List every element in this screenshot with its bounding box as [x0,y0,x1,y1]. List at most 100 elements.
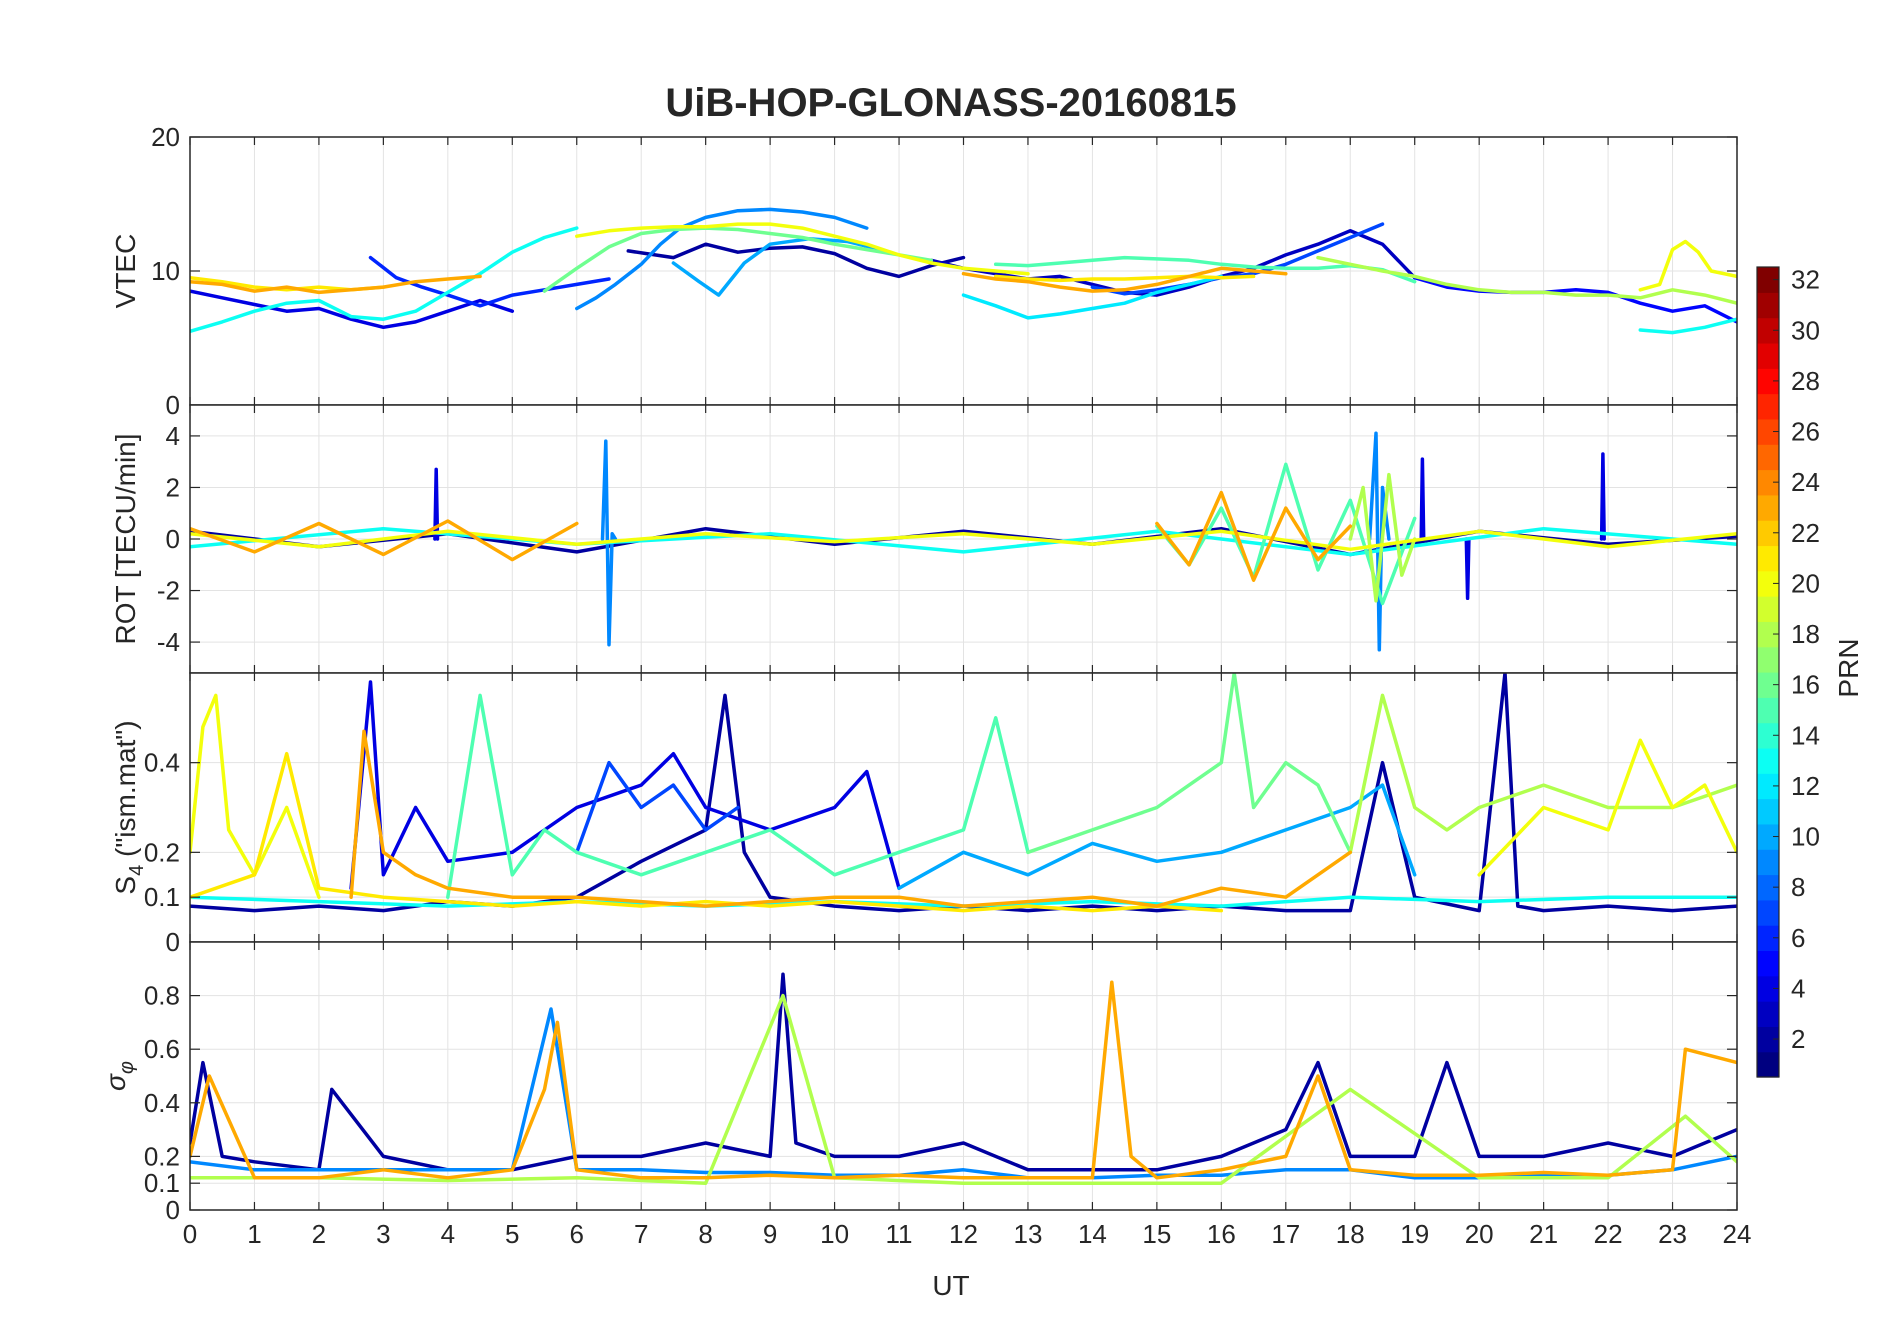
x-tick-label: 1 [247,1219,261,1249]
colorbar-segment [1757,317,1779,344]
y-tick-label: 10 [151,256,180,286]
series-line-prn-20 [190,529,1737,552]
x-tick-label: 18 [1336,1219,1365,1249]
colorbar-segment [1757,418,1779,445]
colorbar-segment [1757,267,1779,293]
panel-sigma_phi: 00.10.2 0.4 0.6 0.8 σφ [100,941,1738,1225]
x-tick-label: 20 [1465,1219,1494,1249]
colorbar-tick-label: 6 [1791,923,1805,953]
colorbar-segment [1757,798,1779,825]
colorbar-tick-label: 24 [1791,467,1820,497]
y-axis-label-main: S [110,876,141,895]
colorbar-segment [1757,950,1779,977]
x-tick-label: 22 [1594,1219,1623,1249]
y-tick-label: 20 [151,122,180,152]
x-tick-label: 4 [441,1219,455,1249]
colorbar-segment [1757,545,1779,572]
x-tick-label: 23 [1658,1219,1687,1249]
colorbar-tick-label: 4 [1791,973,1805,1003]
colorbar-segment [1757,672,1779,698]
series-line-prn-10 [671,237,888,297]
y-axis-label-sub: 4 [126,865,148,876]
colorbar-segment [1757,596,1779,622]
colorbar-segment [1757,646,1779,673]
y-tick-label: 0.4 [144,1088,180,1118]
colorbar-segment [1757,697,1779,724]
chart-title: UiB-HOP-GLONASS-20160815 [665,81,1236,125]
y-tick-label: 4 [166,421,180,451]
series-line-prn-10 [897,783,1417,890]
colorbar-segment [1757,520,1779,547]
x-tick-label: 21 [1529,1219,1558,1249]
colorbar-segment [1757,469,1779,496]
series-line-prn-20 [1638,239,1737,292]
series-group [190,431,1737,652]
x-tick-label: 16 [1207,1219,1236,1249]
series-line-prn-13 [190,526,1737,557]
series-line-prn-16 [1026,673,1353,855]
colorbar-tick-label: 22 [1791,518,1820,548]
series-line-prn-9 [190,1007,1737,1180]
series-line-prn-23 [190,274,482,295]
y-tick-label: 0.4 [144,748,180,778]
series-line-prn-18 [1348,693,1737,855]
colorbar-segment [1757,1001,1779,1027]
y-tick-label: 0.1 [144,1168,180,1198]
y-tick-label: 0.8 [144,981,180,1011]
x-tick-label: 3 [376,1219,390,1249]
x-tick-label: 14 [1078,1219,1107,1249]
colorbar-segment [1757,292,1779,319]
colorbar-tick-label: 18 [1791,619,1820,649]
series-line-prn-23 [349,729,1353,908]
y-tick-label: 0 [166,524,180,554]
colorbar-segment [1757,722,1779,749]
colorbar-tick-label: 2 [1791,1024,1805,1054]
series-line-prn-4 [190,289,515,330]
colorbar-segment [1757,1051,1779,1078]
colorbar-segment [1757,444,1779,471]
y-tick-label: -2 [157,576,180,606]
x-tick-label: 5 [505,1219,519,1249]
x-tick-label: 2 [312,1219,326,1249]
colorbar-segment [1757,621,1779,648]
colorbar-segment [1757,368,1779,395]
series-line-prn-4 [433,467,440,541]
series-line-prn-18 [1348,472,1417,603]
x-axis: 0 1 2 3 4 5 6 7 8 9 10 11 12 13 14 15 16 17 18 19 20 21 22 23 24 [183,1219,1752,1249]
colorbar-tick-label: 32 [1791,265,1820,295]
x-tick-label: 12 [949,1219,978,1249]
y-tick-label: 0.2 [144,1141,180,1171]
colorbar-tick-label: 26 [1791,417,1820,447]
x-tick-label: 8 [698,1219,712,1249]
colorbar-tick-label: 20 [1791,568,1820,598]
y-tick-label: 0 [166,390,180,420]
series-line-prn-23 [1155,490,1353,582]
panel-vtec: 0 10 20 VTEC [110,122,1738,420]
series-line-prn-4 [1419,457,1426,541]
series-line-prn-13 [190,226,579,334]
series-line-prn-4 [349,680,901,890]
colorbar-segment [1757,899,1779,926]
colorbar-segment [1757,342,1779,369]
series-line-prn-4 [1464,537,1471,601]
colorbar-tick-label: 14 [1791,720,1820,750]
y-tick-label: 0.1 [144,882,180,912]
x-tick-label: 6 [570,1219,584,1249]
panel-s4: 00.10.20.4S4 ("ism.mat") [110,672,1738,957]
y-tick-label: 0 [166,1195,180,1225]
series-group [190,207,1737,335]
series-line-prn-15 [446,693,1030,899]
x-tick-label: 19 [1400,1219,1429,1249]
x-tick-label: 10 [820,1219,849,1249]
series-line-prn-9 [600,439,618,647]
colorbar-tick-label: 16 [1791,670,1820,700]
series-group [190,972,1737,1185]
panel-rot: -4 -2 0 2 4 ROT [TECU/min] [110,404,1738,674]
colorbar-segment [1757,925,1779,952]
colorbar-frame [1756,266,1780,1078]
x-tick-label: 15 [1142,1219,1171,1249]
colorbar-segment [1757,773,1779,800]
x-tick-label: 17 [1271,1219,1300,1249]
